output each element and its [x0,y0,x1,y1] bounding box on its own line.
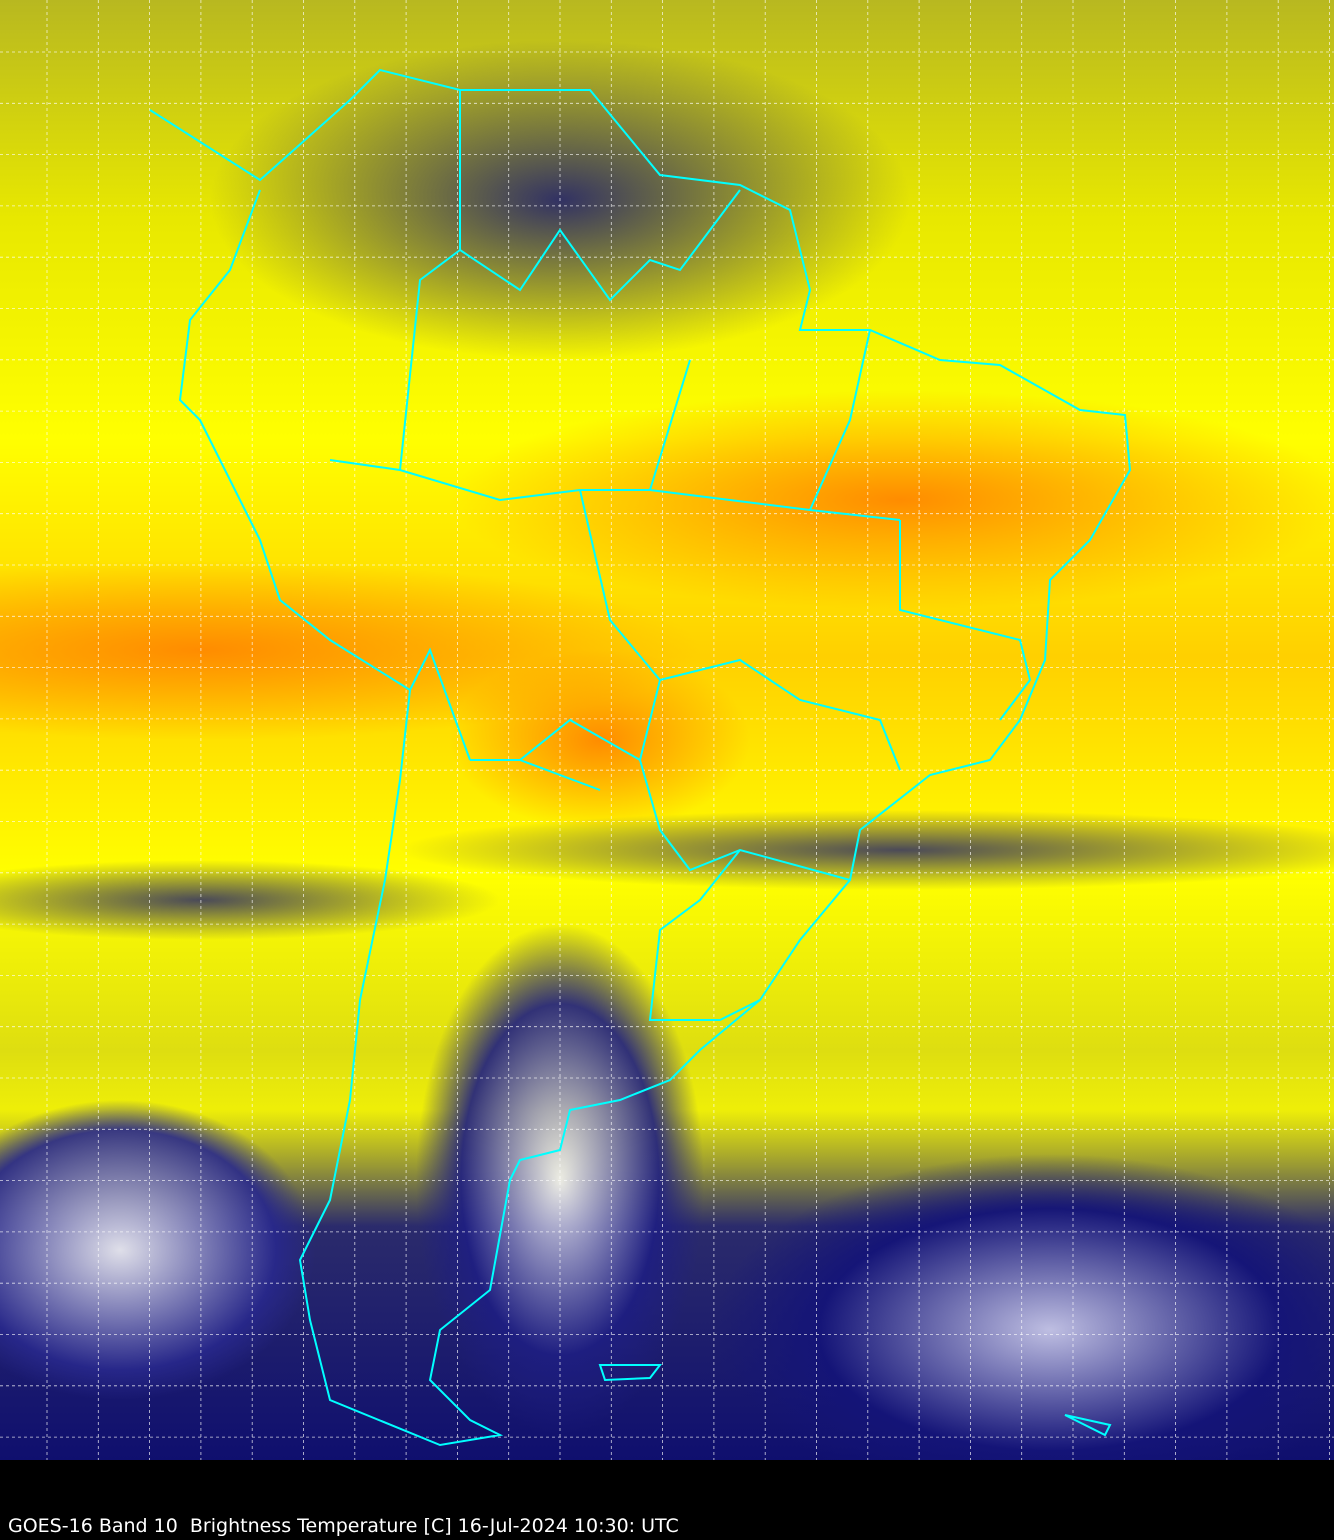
map-overlay [0,0,1334,1460]
figure-caption: GOES-16 Band 10 Brightness Temperature [… [8,1515,679,1537]
country-borders [329,90,1032,1021]
island-outline [598,1364,1112,1437]
lat-lon-grid [0,0,1334,1460]
satellite-imagery [0,0,1334,1460]
south-america-coastline [149,68,1132,1447]
